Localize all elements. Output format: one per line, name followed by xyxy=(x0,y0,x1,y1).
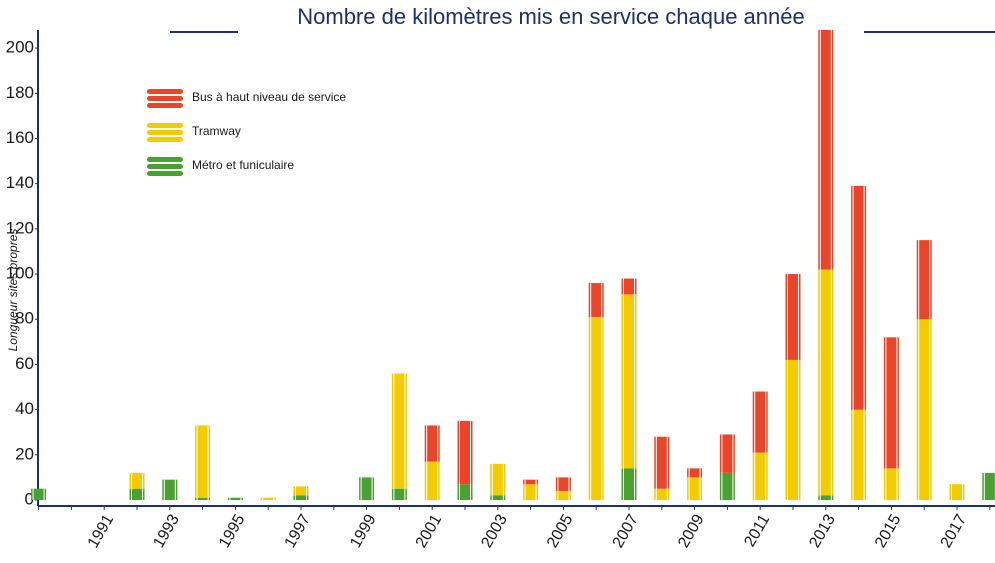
bar-segment xyxy=(654,436,670,489)
bar-segment xyxy=(588,283,604,317)
bar-segment xyxy=(982,472,995,500)
bar-segment xyxy=(523,484,539,500)
chart-title: Nombre de kilomètres mis en service chaq… xyxy=(297,4,804,29)
bar-segment xyxy=(129,488,145,500)
y-tick-label: 60 xyxy=(15,354,34,373)
y-tick-label: 140 xyxy=(6,173,34,192)
bar-segment xyxy=(916,240,932,320)
bar-segment xyxy=(851,409,867,500)
legend-swatch xyxy=(147,171,183,176)
y-tick-label: 40 xyxy=(15,399,34,418)
x-tick-label: 2005 xyxy=(544,512,577,551)
x-tick-label: 1995 xyxy=(216,512,249,551)
y-axis-label: Longueur sites propres xyxy=(6,229,20,352)
bar-segment xyxy=(31,488,47,500)
bar-segment xyxy=(883,468,899,500)
legend-swatch xyxy=(147,123,183,128)
bar-segment xyxy=(785,359,801,500)
bar-segment xyxy=(359,477,375,500)
legend-label: Bus à haut niveau de service xyxy=(192,90,346,104)
bar-segment xyxy=(588,316,604,500)
x-tick-label: 2009 xyxy=(675,512,708,551)
legend-swatch xyxy=(147,130,183,135)
bar-segment xyxy=(654,488,670,500)
bar-segment xyxy=(851,185,867,410)
bar-segment xyxy=(293,495,309,500)
y-tick-label: 160 xyxy=(6,128,34,147)
bar-segment xyxy=(490,463,506,496)
legend-label: Métro et funiculaire xyxy=(192,158,294,172)
bar-segment xyxy=(621,468,637,500)
bar-segment xyxy=(916,319,932,500)
y-tick-label: 100 xyxy=(6,264,34,283)
bar-segment xyxy=(260,497,276,500)
bar-segment xyxy=(457,420,473,485)
y-tick-label: 200 xyxy=(6,38,34,57)
bar-segment xyxy=(424,425,440,462)
bar-segment xyxy=(949,484,965,500)
legend-swatch xyxy=(147,96,183,101)
bar-segment xyxy=(818,269,834,496)
bar-segment xyxy=(391,373,407,489)
bar-segment xyxy=(227,497,243,500)
legend-swatch xyxy=(147,89,183,94)
x-tick-label: 2011 xyxy=(741,512,773,550)
bar-segment xyxy=(523,479,539,485)
legend-swatch xyxy=(147,164,183,169)
bar-segment xyxy=(687,468,703,478)
y-tick-label: 120 xyxy=(6,218,34,237)
bar-segment xyxy=(818,30,834,270)
x-tick-label: 1997 xyxy=(282,512,315,551)
bar-segment xyxy=(129,472,145,489)
bar-segment xyxy=(621,278,637,295)
bar-segment xyxy=(424,461,440,500)
bar-segment xyxy=(555,490,571,500)
bar-segment xyxy=(195,497,211,500)
y-tick-label: 80 xyxy=(15,309,34,328)
bar-segment xyxy=(818,495,834,500)
legend-label: Tramway xyxy=(192,124,241,138)
bar-segment xyxy=(555,477,571,491)
bar-segment xyxy=(883,337,899,469)
bar-segment xyxy=(490,495,506,500)
bar-segment xyxy=(785,274,801,360)
bar-segment xyxy=(719,434,735,473)
bar-segment xyxy=(457,484,473,500)
y-tick-label: 0 xyxy=(25,489,34,508)
bar-segment xyxy=(687,477,703,500)
bar-segment xyxy=(391,488,407,500)
bar-segment xyxy=(293,486,309,496)
y-tick-label: 180 xyxy=(6,83,34,102)
x-tick-label: 1999 xyxy=(347,512,380,551)
x-tick-label: 2003 xyxy=(478,512,511,551)
x-tick-label: 2015 xyxy=(872,512,905,551)
x-tick-label: 2007 xyxy=(610,512,643,551)
bar-segment xyxy=(719,472,735,500)
bar-segment xyxy=(162,479,178,500)
x-tick-label: 1991 xyxy=(85,512,118,551)
x-tick-label: 1993 xyxy=(150,512,183,551)
x-tick-label: 2013 xyxy=(806,512,839,551)
bar-segment xyxy=(752,391,768,453)
x-tick-label: 2017 xyxy=(938,512,971,551)
legend-swatch xyxy=(147,103,183,108)
bar-segment xyxy=(195,425,211,498)
bar-segment xyxy=(621,294,637,469)
legend-swatch xyxy=(147,157,183,162)
bar-segment xyxy=(752,452,768,500)
x-tick-label: 2001 xyxy=(413,512,446,551)
legend-swatch xyxy=(147,137,183,142)
y-tick-label: 20 xyxy=(15,444,34,463)
